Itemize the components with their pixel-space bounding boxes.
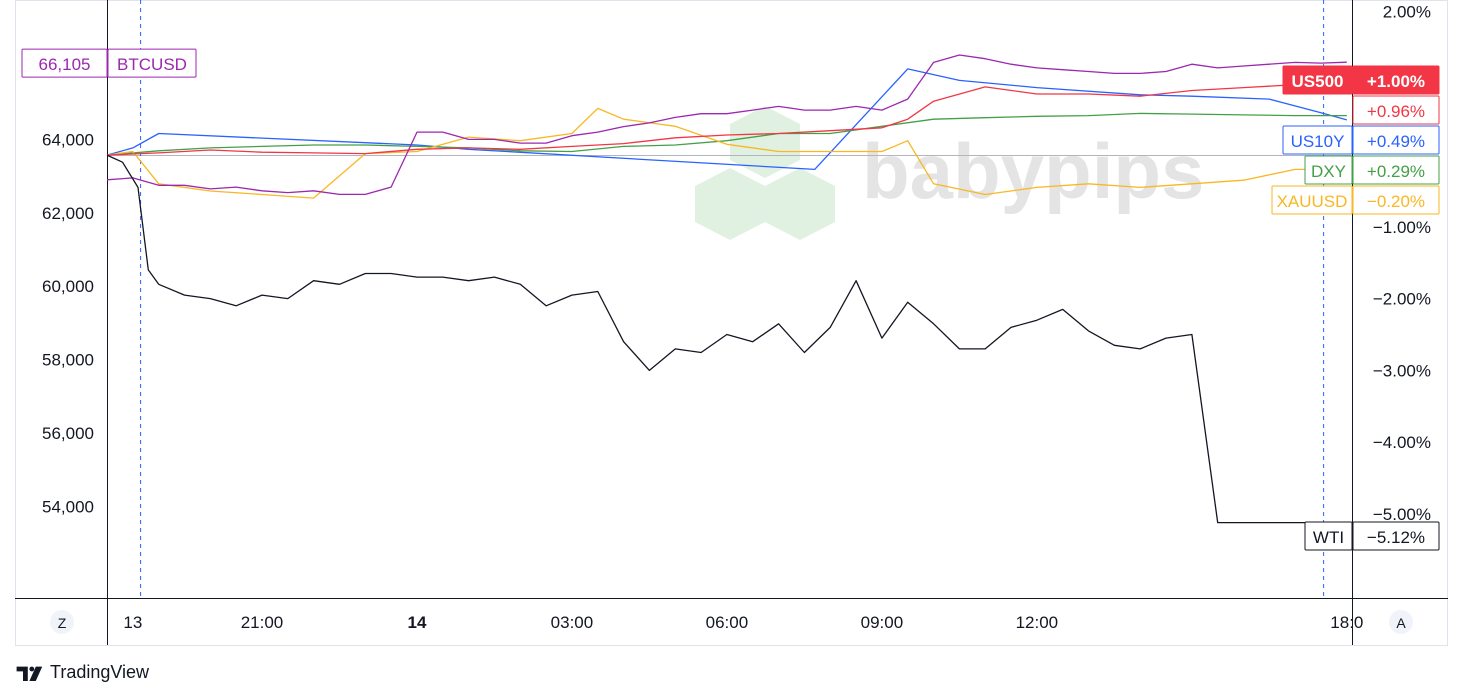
tradingview-logo-icon <box>16 666 43 681</box>
left-axis-tick-label: 54,000 <box>42 497 94 516</box>
series-tag-us500: US500 <box>1282 65 1353 95</box>
right-axis-tick-label: −2.00% <box>1373 290 1431 309</box>
series-value-tag-wti: −5.12% <box>1352 521 1440 551</box>
btc-price-tag: 66,105 <box>21 48 108 78</box>
series-line-us500[interactable] <box>106 82 1347 156</box>
series-value-tag-xauusd-text: −0.20% <box>1367 192 1425 211</box>
series-line-btcusd[interactable] <box>106 54 1347 196</box>
series-value-tag-us10y: +0.49% <box>1352 125 1440 155</box>
time-axis-tick-label: 14 <box>407 613 426 632</box>
series-value-tag-dxy-text: +0.29% <box>1367 162 1425 181</box>
left-axis-tick-label: 56,000 <box>42 424 94 443</box>
series-value-tag-us500-text: +1.00% <box>1367 72 1425 91</box>
series-line-wti[interactable] <box>106 154 1337 524</box>
time-axis-tick-label: 09:00 <box>861 613 904 632</box>
right-axis-tick-label: 2.00% <box>1383 2 1431 21</box>
auto-scale-left-button[interactable]: Z <box>50 610 74 634</box>
series-line-us10y[interactable] <box>106 68 1347 171</box>
tradingview-logo[interactable]: TradingView <box>16 662 149 683</box>
left-axis-tick-label: 58,000 <box>42 351 94 370</box>
time-axis-tick-label: 12:00 <box>1016 613 1059 632</box>
left-axis-tick-label: 60,000 <box>42 277 94 296</box>
btc-price-tag-text: 66,105 <box>39 55 91 74</box>
series-value-tag-xauusd: −0.20% <box>1352 185 1440 215</box>
cube-icon <box>730 106 800 178</box>
series-value-tag-us500-close-text: +0.96% <box>1367 102 1425 121</box>
time-axis-tick-label: 06:00 <box>706 613 749 632</box>
series-tag-dxy-text: DXY <box>1311 162 1346 181</box>
right-axis-tick-label: −5.00% <box>1373 505 1431 524</box>
time-axis-tick-label: 13 <box>123 613 142 632</box>
cube-icon <box>695 168 765 240</box>
series-line-xauusd[interactable] <box>106 107 1347 199</box>
series-value-tag-us10y-text: +0.49% <box>1367 132 1425 151</box>
series-value-tag-dxy: +0.29% <box>1352 155 1440 185</box>
btc-symbol-tag-text: BTCUSD <box>117 55 187 74</box>
series-value-tag-us500: +1.00% <box>1352 65 1440 95</box>
right-axis-tick-label: −3.00% <box>1373 361 1431 380</box>
btc-symbol-tag: BTCUSD <box>107 48 197 78</box>
series-tag-xauusd: XAUUSD <box>1271 185 1353 215</box>
series-line-dxy[interactable] <box>106 112 1347 156</box>
series-value-tag-wti-text: −5.12% <box>1367 528 1425 547</box>
time-axis-tick-label: 18:0 <box>1330 613 1363 632</box>
series-tag-dxy: DXY <box>1304 155 1353 185</box>
cube-icon <box>765 168 835 240</box>
left-axis-tick-label: 62,000 <box>42 204 94 223</box>
series-tag-us500-text: US500 <box>1292 72 1344 91</box>
watermark-text: babypips <box>862 127 1204 215</box>
time-axis-tick-label: 21:00 <box>241 613 284 632</box>
series-value-tag-us500-close: +0.96% <box>1352 95 1440 125</box>
left-axis-tick-label: 64,000 <box>42 130 94 149</box>
series-tag-wti: WTI <box>1304 521 1353 551</box>
babypips-watermark: babypips <box>695 106 1204 240</box>
right-button-label: A <box>1396 615 1406 631</box>
right-axis-tick-label: −1.00% <box>1373 218 1431 237</box>
time-axis-tick-label: 03:00 <box>551 613 594 632</box>
right-axis-tick-label: −4.00% <box>1373 433 1431 452</box>
auto-scale-right-button[interactable]: A <box>1389 610 1413 634</box>
series-tag-wti-text: WTI <box>1313 528 1344 547</box>
series-tag-xauusd-text: XAUUSD <box>1277 192 1348 211</box>
series-tag-us10y: US10Y <box>1282 125 1353 155</box>
chart-frame <box>15 0 1448 646</box>
tradingview-brand-text: TradingView <box>50 662 150 682</box>
series-tag-us10y-text: US10Y <box>1291 132 1345 151</box>
left-button-label: Z <box>58 615 67 631</box>
